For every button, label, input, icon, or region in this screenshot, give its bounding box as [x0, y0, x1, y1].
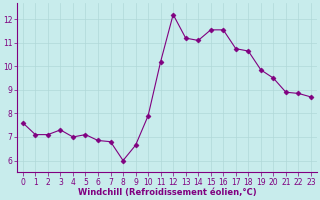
- X-axis label: Windchill (Refroidissement éolien,°C): Windchill (Refroidissement éolien,°C): [77, 188, 256, 197]
